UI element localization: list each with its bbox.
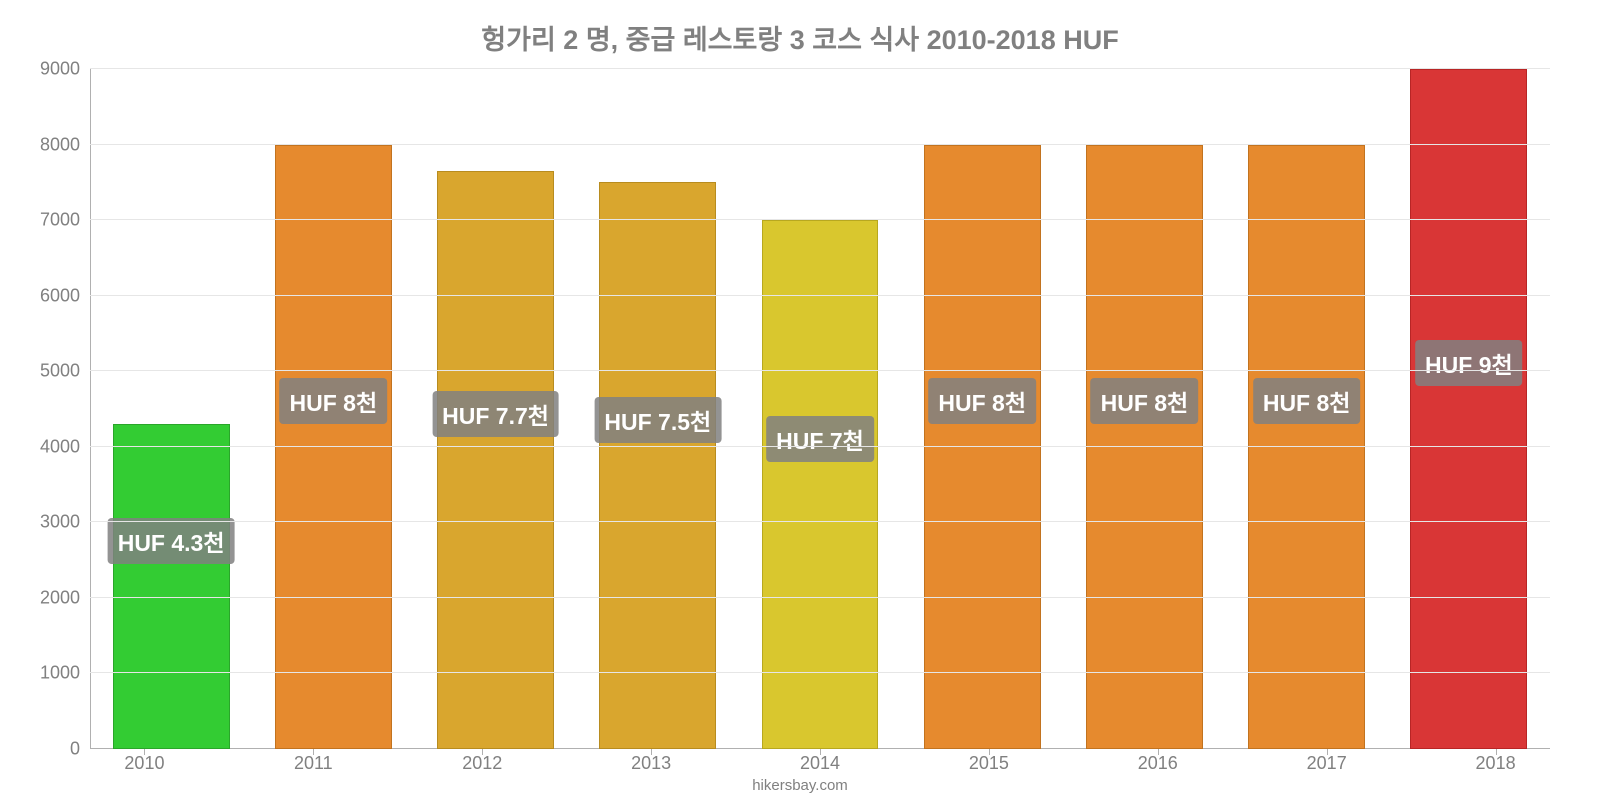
bar-slot: HUF 7.5천 [577, 69, 739, 749]
chart-container: 헝가리 2 명, 중급 레스토랑 3 코스 식사 2010-2018 HUF H… [0, 0, 1600, 800]
bar-slot: HUF 8천 [252, 69, 414, 749]
grid-line [90, 521, 1550, 522]
x-tick-label: 2010 [60, 753, 229, 774]
y-tick-label: 8000 [40, 134, 90, 155]
bar [762, 220, 879, 749]
grid-line [90, 672, 1550, 673]
grid-line [90, 219, 1550, 220]
y-tick-label: 6000 [40, 285, 90, 306]
bar-value-label: HUF 8천 [280, 378, 388, 424]
x-tick-label: 2014 [736, 753, 905, 774]
bar-slot: HUF 8천 [901, 69, 1063, 749]
chart-title: 헝가리 2 명, 중급 레스토랑 3 코스 식사 2010-2018 HUF [30, 18, 1570, 57]
bar-slot: HUF 7.7천 [414, 69, 576, 749]
bar-value-label: HUF 7.5천 [594, 397, 721, 443]
grid-line [90, 144, 1550, 145]
bar-value-label: HUF 8천 [1091, 378, 1199, 424]
bar-value-label: HUF 9천 [1415, 340, 1523, 386]
grid-line [90, 597, 1550, 598]
x-tick-label: 2018 [1411, 753, 1580, 774]
bar [924, 145, 1041, 749]
x-tick-label: 2012 [398, 753, 567, 774]
y-tick-label: 5000 [40, 361, 90, 382]
bar [113, 424, 230, 749]
bar-slot: HUF 8천 [1226, 69, 1388, 749]
grid-line [90, 370, 1550, 371]
y-tick-label: 4000 [40, 436, 90, 457]
bar-slot: HUF 7천 [739, 69, 901, 749]
bar-slot: HUF 9천 [1388, 69, 1550, 749]
bar [1248, 145, 1365, 749]
bar-value-label: HUF 7천 [766, 416, 874, 462]
bars-row: HUF 4.3천 HUF 8천 HUF 7.7천 HUF 7.5천 HUF 7천 HUF … [90, 69, 1550, 749]
y-tick-label: 2000 [40, 587, 90, 608]
x-tick-label: 2013 [567, 753, 736, 774]
bar-slot: HUF 4.3천 [90, 69, 252, 749]
x-tick-label: 2015 [904, 753, 1073, 774]
bar-slot: HUF 8천 [1063, 69, 1225, 749]
y-tick-label: 9000 [40, 59, 90, 80]
bar [1086, 145, 1203, 749]
x-axis: 201020112012201320142015201620172018 [60, 753, 1580, 774]
bar-value-label: HUF 8천 [1253, 378, 1361, 424]
bar-value-label: HUF 4.3천 [108, 518, 235, 564]
y-tick-label: 7000 [40, 210, 90, 231]
bar [275, 145, 392, 749]
bar-value-label: HUF 7.7천 [432, 391, 559, 437]
bar [599, 182, 716, 749]
bar [437, 171, 554, 749]
x-tick-label: 2017 [1242, 753, 1411, 774]
x-tick-label: 2016 [1073, 753, 1242, 774]
y-tick-label: 1000 [40, 663, 90, 684]
grid-line [90, 295, 1550, 296]
source-text: hikersbay.com [30, 777, 1570, 794]
y-tick-label: 3000 [40, 512, 90, 533]
plot-area: HUF 4.3천 HUF 8천 HUF 7.7천 HUF 7.5천 HUF 7천 HUF … [90, 69, 1550, 749]
bar-value-label: HUF 8천 [928, 378, 1036, 424]
x-tick-label: 2011 [229, 753, 398, 774]
grid-line [90, 446, 1550, 447]
grid-line [90, 68, 1550, 69]
bar [1410, 69, 1527, 749]
